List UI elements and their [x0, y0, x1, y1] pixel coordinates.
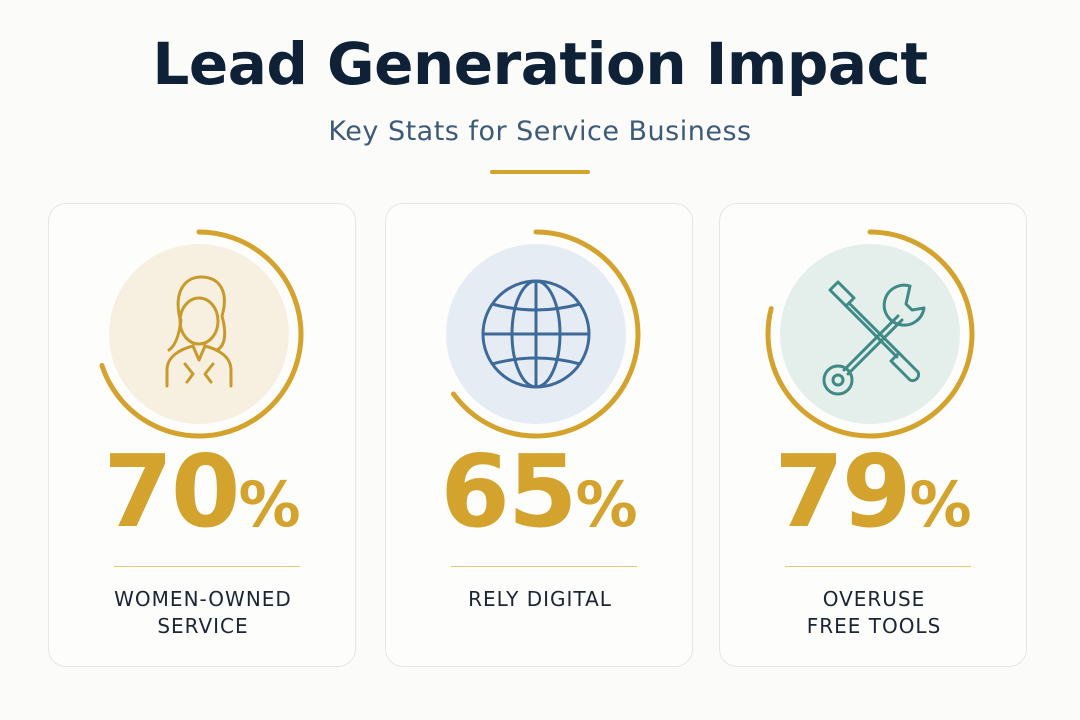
progress-ring	[446, 229, 641, 439]
stat-value: 79%	[720, 442, 1026, 542]
stat-label: RELY DIGITAL	[468, 587, 612, 611]
woman-icon	[165, 275, 233, 388]
progress-arc	[450, 229, 641, 439]
stat-number: 79	[774, 433, 911, 550]
stat-unit: %	[575, 468, 638, 541]
progress-ring	[765, 229, 975, 439]
card-divider	[114, 566, 300, 567]
page-subtitle: Key Stats for Service Business	[328, 116, 752, 147]
progress-arc	[99, 229, 304, 439]
card-divider	[785, 566, 971, 567]
tools-icon	[822, 280, 926, 396]
stat-card-women-owned: 70% WOMEN-OWNED SERVICE	[48, 203, 356, 667]
stat-label: WOMEN-OWNED SERVICE	[114, 587, 292, 638]
stat-label: OVERUSE FREE TOOLS	[806, 587, 942, 638]
card-divider	[451, 566, 637, 567]
stat-unit: %	[909, 468, 972, 541]
title-divider	[490, 170, 590, 174]
icon-background	[109, 244, 289, 424]
stat-value: 70%	[49, 442, 355, 542]
stat-unit: %	[238, 468, 301, 541]
progress-arc	[765, 229, 975, 439]
stat-card-rely-digital: 65% RELY DIGITAL	[385, 203, 693, 667]
globe-icon	[481, 279, 591, 389]
stat-card-free-tools: 79% OVERUSE FREE TOOLS	[719, 203, 1027, 667]
stat-number: 70	[103, 433, 240, 550]
stat-value: 65%	[386, 442, 692, 542]
icon-background	[780, 244, 960, 424]
progress-ring	[99, 229, 304, 439]
stat-number: 65	[440, 433, 577, 550]
page-title: Lead Generation Impact	[152, 30, 928, 98]
